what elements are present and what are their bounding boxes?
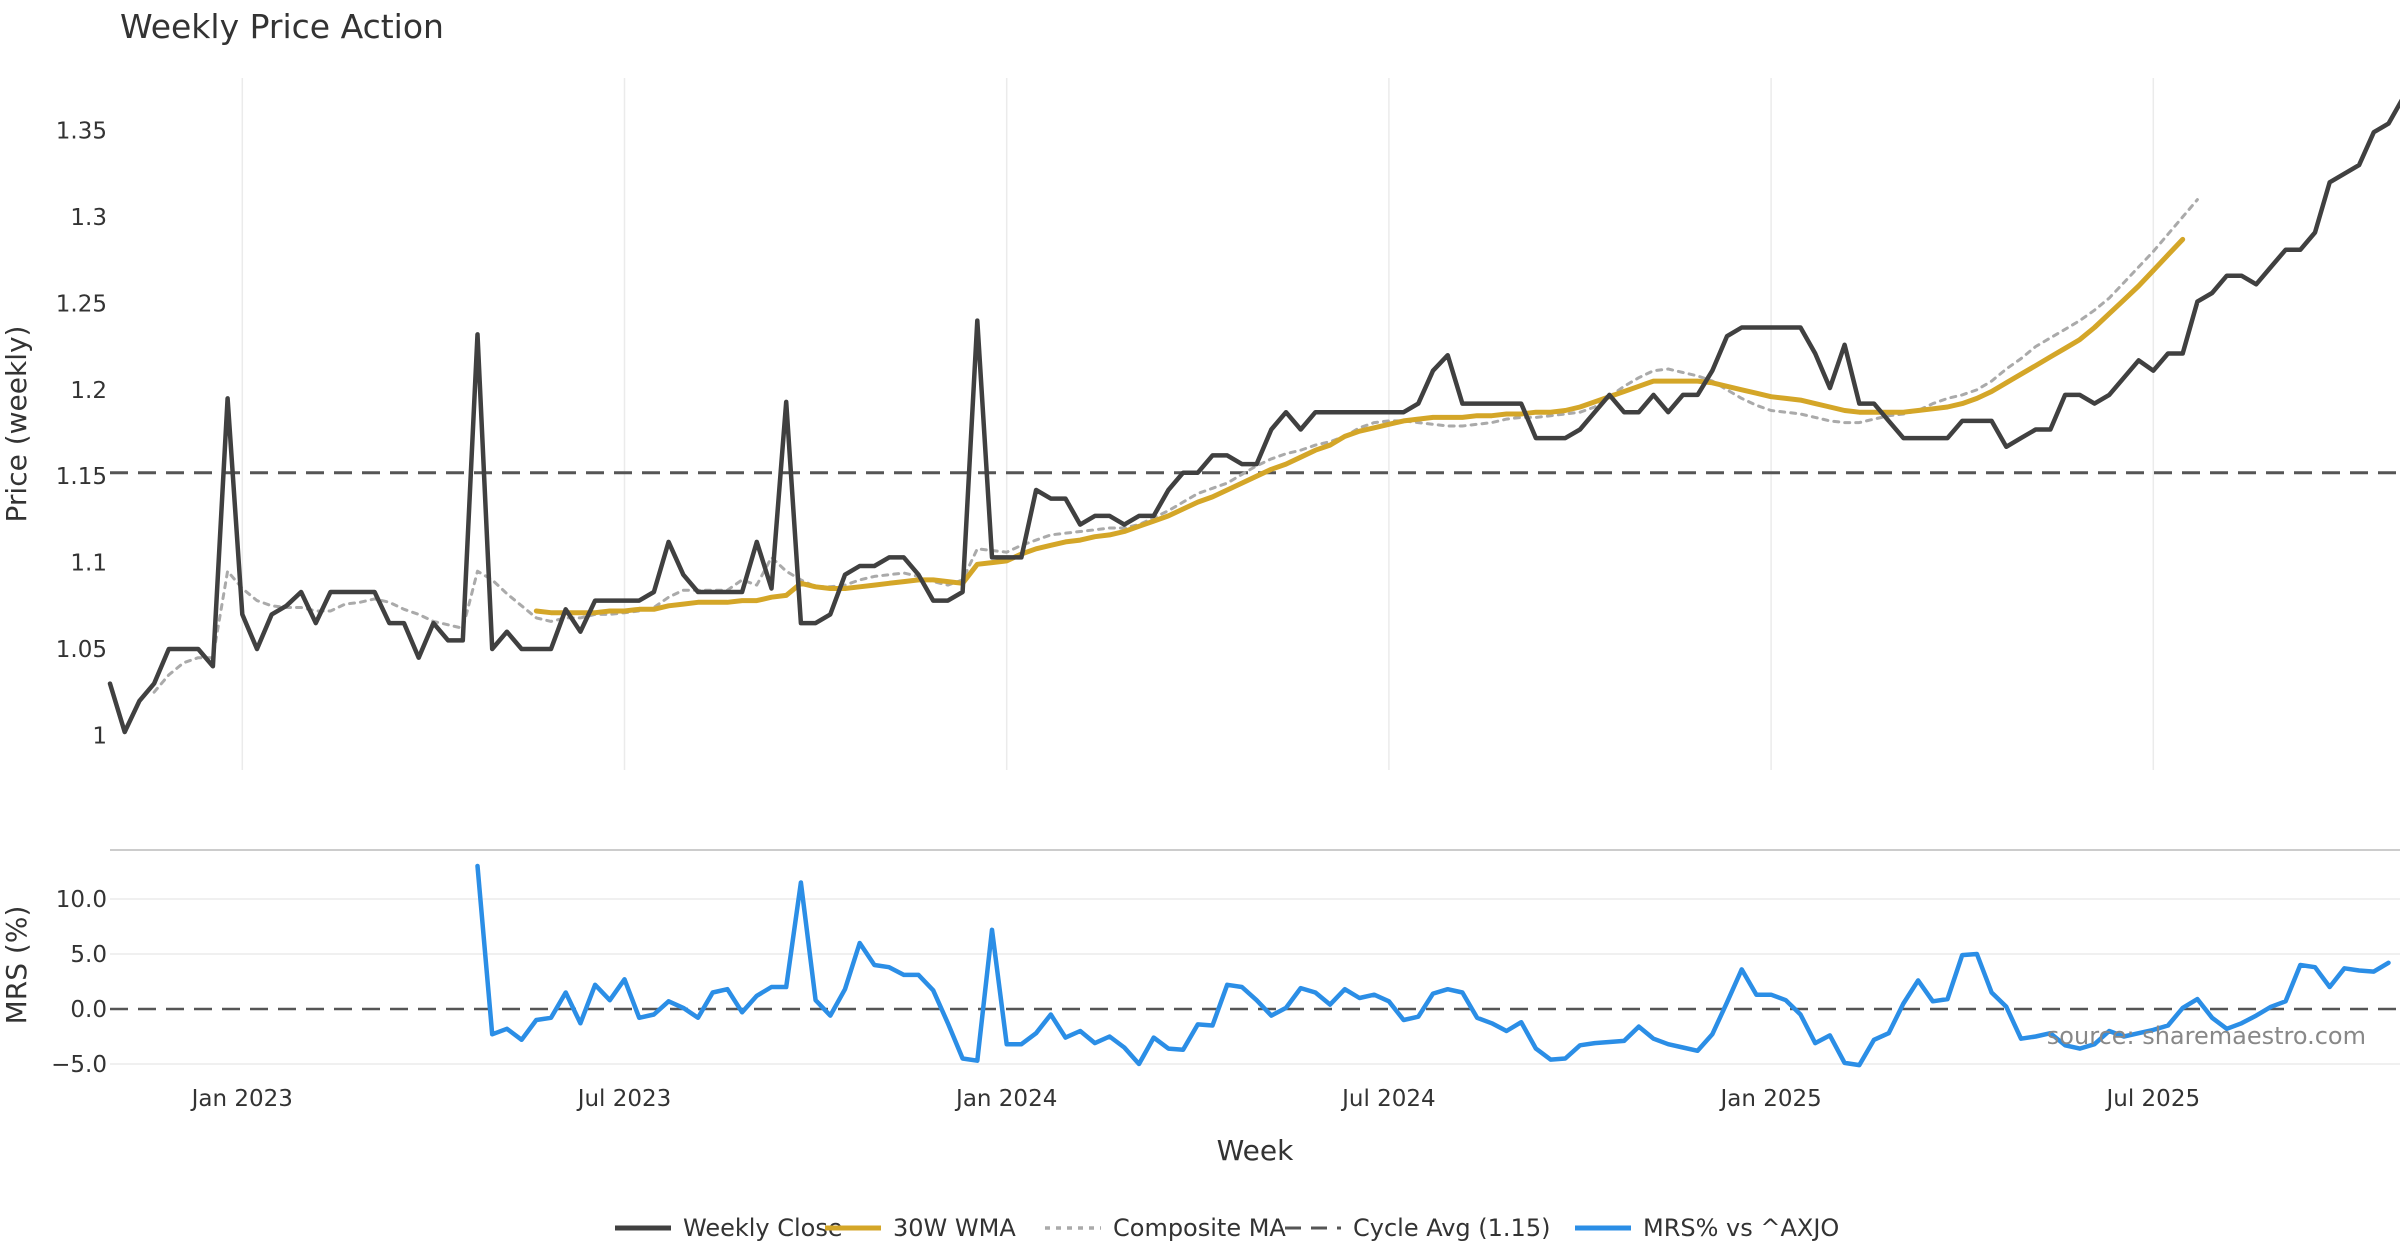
mrs-y-tick-label: 0.0 (70, 997, 107, 1023)
legend-item: 30W WMA (825, 1214, 1016, 1242)
legend: Weekly Close 30W WMA Composite MA Cycle Avg… (615, 1214, 1839, 1242)
price-y-tick-label: 1.15 (56, 464, 107, 490)
source-watermark: source: sharemaestro.com (2047, 1022, 2366, 1050)
x-tick-label: Jul 2025 (2104, 1086, 2200, 1112)
mrs-y-axis: −5.0 0.0 5.0 10.0 (51, 887, 107, 1078)
legend-item: MRS% vs ^AXJO (1575, 1214, 1839, 1242)
mrs-grid (110, 898, 2400, 1065)
price-y-axis-label: Price (weekly) (0, 326, 33, 523)
x-axis: Jan 2023 Jul 2023 Jan 2024 Jul 2024 Jan 2025… (190, 1086, 2200, 1112)
price-y-tick-label: 1.1 (70, 551, 107, 577)
x-tick-label: Jul 2023 (576, 1086, 672, 1112)
legend-item: Cycle Avg (1.15) (1285, 1214, 1550, 1242)
price-y-tick-label: 1.2 (70, 378, 107, 404)
legend-label: Weekly Close (683, 1214, 843, 1242)
legend-label: Cycle Avg (1.15) (1353, 1214, 1550, 1242)
legend-item: Composite MA (1045, 1214, 1286, 1242)
series-weekly-close (107, 98, 2400, 735)
mrs-y-tick-label: 5.0 (70, 942, 107, 968)
chart-title: Weekly Price Action (120, 7, 444, 46)
mrs-y-tick-label: 10.0 (56, 887, 107, 913)
price-y-tick-label: 1.05 (56, 637, 107, 663)
price-y-tick-label: 1.3 (70, 205, 107, 231)
price-y-tick-label: 1 (92, 723, 107, 749)
price-y-axis: 1 1.05 1.1 1.15 1.2 1.25 1.3 1.35 (56, 118, 107, 749)
mrs-y-axis-label: MRS (%) (0, 906, 33, 1025)
price-series-group (107, 98, 2400, 735)
x-tick-label: Jan 2025 (1718, 1086, 1821, 1112)
x-axis-label: Week (1217, 1134, 1294, 1167)
legend-item: Weekly Close (615, 1214, 843, 1242)
x-tick-label: Jul 2024 (1340, 1086, 1436, 1112)
legend-label: Composite MA (1113, 1214, 1286, 1242)
series-mrs (475, 863, 2391, 1068)
price-grid (241, 78, 2155, 770)
price-y-tick-label: 1.35 (56, 118, 107, 144)
series-composite-ma (152, 198, 2199, 694)
series-30w-wma (533, 236, 2186, 616)
legend-label: MRS% vs ^AXJO (1643, 1214, 1839, 1242)
x-tick-label: Jan 2024 (954, 1086, 1057, 1112)
price-y-tick-label: 1.25 (56, 291, 107, 317)
legend-label: 30W WMA (893, 1214, 1016, 1242)
x-tick-label: Jan 2023 (190, 1086, 293, 1112)
mrs-series-group (475, 863, 2391, 1068)
mrs-y-tick-label: −5.0 (51, 1052, 107, 1078)
